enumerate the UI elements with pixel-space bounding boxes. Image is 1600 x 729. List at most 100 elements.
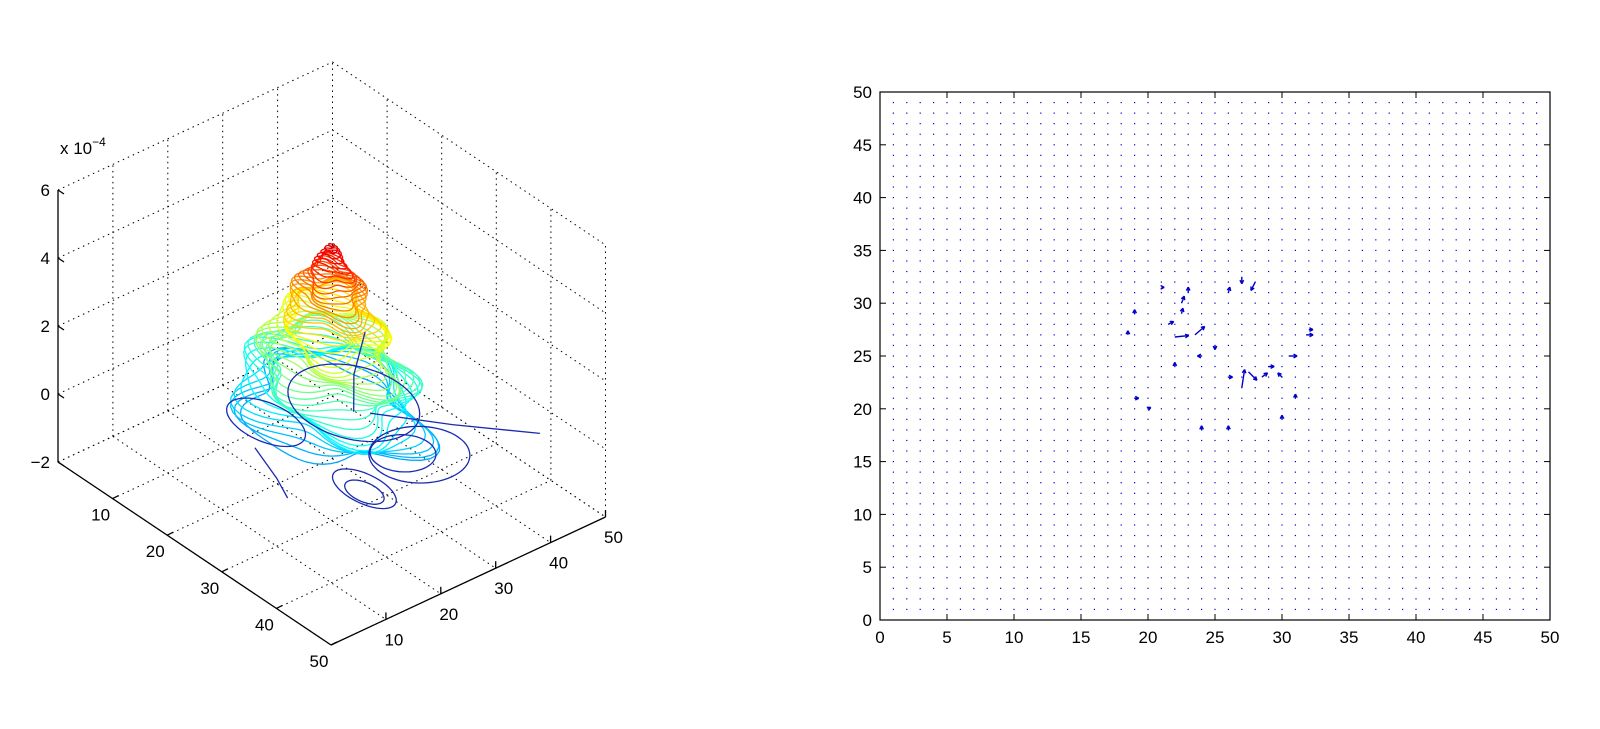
arrow-head <box>1309 332 1314 338</box>
vector-point <box>1160 144 1162 146</box>
vector-point <box>1308 503 1310 505</box>
vector-point <box>1361 355 1363 357</box>
vector-point <box>1120 376 1122 378</box>
vector-point <box>1147 482 1149 484</box>
vector-point <box>1375 228 1377 230</box>
vector-point <box>892 334 894 336</box>
vector-point <box>1120 186 1122 188</box>
arrow-head <box>1226 286 1232 292</box>
vector-point <box>1522 197 1524 199</box>
vector-point <box>973 281 975 283</box>
arrow-head <box>1160 284 1165 290</box>
vector-point <box>1227 545 1229 547</box>
vector-point <box>1536 228 1538 230</box>
vector-point <box>1053 439 1055 442</box>
vector-point <box>1147 260 1149 262</box>
vector-point <box>1214 408 1216 410</box>
vector-point <box>1134 186 1136 188</box>
vector-point <box>1147 439 1149 442</box>
vector-point <box>1469 376 1471 378</box>
vector-point <box>1522 365 1524 368</box>
vector-point <box>986 112 988 114</box>
vector-point <box>1335 344 1337 347</box>
z-tick-label: −2 <box>31 453 50 472</box>
vector-point <box>1536 450 1538 452</box>
vector-point <box>1053 471 1055 473</box>
vector-point <box>1227 397 1229 399</box>
vector-point <box>1134 133 1136 135</box>
vector-point <box>946 450 948 452</box>
vector-point <box>1442 228 1444 230</box>
vector-point <box>1093 313 1095 315</box>
vector-point <box>1375 334 1377 336</box>
vector-point <box>1348 418 1350 420</box>
vector-point <box>1455 323 1457 325</box>
vector-point <box>1120 408 1122 410</box>
vector-point <box>1187 408 1189 410</box>
vector-point <box>1522 408 1524 410</box>
vector-point <box>1147 302 1149 304</box>
vector-point <box>1455 492 1457 494</box>
vector-point <box>986 524 988 526</box>
vector-point <box>1509 218 1511 220</box>
vector-point <box>1348 503 1350 505</box>
vector-point <box>1227 355 1229 357</box>
vector-point <box>1321 566 1323 568</box>
vector-point <box>1214 144 1216 146</box>
vector-point <box>1402 556 1404 558</box>
vector-point <box>1455 387 1457 389</box>
vector-point <box>1442 334 1444 336</box>
vector-point <box>1536 334 1538 336</box>
vector-point <box>1187 566 1189 568</box>
vector-point <box>1281 450 1283 452</box>
vector-point <box>1428 608 1430 611</box>
vector-point <box>1495 608 1497 611</box>
vector-point <box>1321 218 1323 220</box>
arrow-head <box>1279 414 1285 420</box>
vector-point <box>1093 281 1095 283</box>
vector-point <box>1093 461 1095 463</box>
vector-point <box>1335 175 1337 178</box>
vector-point <box>1067 397 1069 399</box>
vector-point <box>1093 577 1095 579</box>
vector-point <box>1281 534 1283 537</box>
vector-point <box>1120 344 1122 347</box>
vector-point <box>933 450 935 452</box>
vector-point <box>1348 112 1350 114</box>
vector-point <box>1053 577 1055 579</box>
vector-point <box>1201 598 1203 600</box>
vector-point <box>1415 313 1417 315</box>
vector-point <box>1388 112 1390 114</box>
vector-point <box>1093 334 1095 336</box>
vector-point <box>1160 133 1162 135</box>
vector-point <box>1348 376 1350 378</box>
vector-point <box>1174 313 1176 315</box>
vector-point <box>1134 302 1136 304</box>
vector-point <box>1227 123 1229 125</box>
vector-point <box>906 123 908 125</box>
arrow-head <box>1277 372 1282 377</box>
vector-point <box>973 482 975 484</box>
vector-point <box>1160 608 1162 611</box>
vector-point <box>1013 418 1015 420</box>
vector-point <box>919 513 921 515</box>
vector-point <box>1026 344 1028 347</box>
grid-line <box>57 197 333 327</box>
vector-point <box>1134 292 1136 294</box>
vector-arrow <box>1277 372 1283 378</box>
vector-point <box>1160 154 1162 156</box>
vector-point <box>1469 186 1471 188</box>
vector-point <box>1335 101 1337 104</box>
vector-point <box>1268 249 1270 251</box>
vector-point <box>1107 144 1109 146</box>
vector-point <box>1308 545 1310 547</box>
vector-point <box>1402 207 1404 209</box>
vector-point <box>933 133 935 135</box>
vector-point <box>1254 598 1256 600</box>
vector-point <box>1402 302 1404 304</box>
vector-point <box>1509 461 1511 463</box>
vector-point <box>959 197 961 199</box>
vector-point <box>1241 577 1243 579</box>
vector-point <box>1388 123 1390 125</box>
vector-point <box>1000 186 1002 188</box>
